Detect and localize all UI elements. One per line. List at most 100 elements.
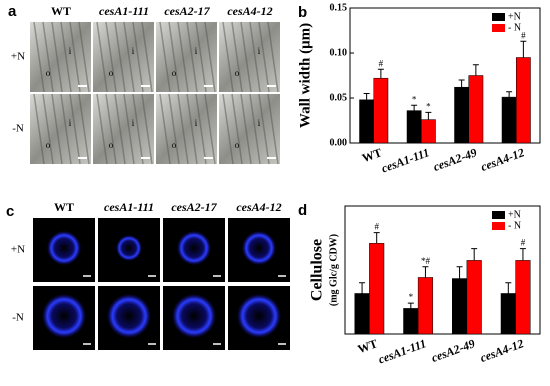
y-tick-label: 0.10 xyxy=(330,47,348,58)
panel-label: c xyxy=(6,203,14,220)
wall-layer xyxy=(258,93,270,165)
y-axis-label: Cellulose xyxy=(309,239,326,301)
bar xyxy=(406,110,422,144)
marker-label: i xyxy=(195,46,198,56)
column-label: cesA1-111 xyxy=(99,4,149,18)
panel-label: b xyxy=(298,4,307,21)
bar xyxy=(466,260,482,335)
x-tick-label: cesA1-111 xyxy=(376,336,428,366)
significance-mark: * xyxy=(409,292,414,302)
wall-layer xyxy=(132,21,144,93)
wall-layer xyxy=(186,93,198,165)
wall-layer xyxy=(159,21,171,93)
bar xyxy=(359,99,374,144)
legend-swatch xyxy=(492,13,505,21)
bar xyxy=(417,277,433,335)
wall-layer xyxy=(141,21,153,93)
row-label: +N xyxy=(11,244,25,256)
column-label: cesA1-111 xyxy=(104,200,154,214)
bar xyxy=(454,86,469,144)
column-label: WT xyxy=(54,200,74,214)
legend-label: +N xyxy=(508,209,521,220)
column-label: cesA2-17 xyxy=(171,200,217,214)
wall-layer xyxy=(78,21,90,93)
error-bar xyxy=(411,104,418,111)
column-label: cesA4-12 xyxy=(227,4,272,18)
bar xyxy=(421,119,436,144)
x-tick-label: cesA2-49 xyxy=(431,145,478,174)
cell-wall xyxy=(107,294,151,338)
error-bar xyxy=(520,40,527,58)
wall-layer xyxy=(258,21,270,93)
row-label: +N xyxy=(11,51,25,63)
wall-layer xyxy=(141,93,153,165)
wall-layer xyxy=(33,21,45,93)
wall-layer xyxy=(132,93,144,165)
legend-label: - N xyxy=(508,220,521,231)
x-tick-label: cesA1-111 xyxy=(379,145,431,175)
wall-layer xyxy=(231,93,243,165)
y-axis-label: Wall width (μm) xyxy=(297,23,313,128)
bar xyxy=(369,243,385,335)
cell-wall xyxy=(177,231,211,265)
wall-layer xyxy=(204,93,216,165)
wall-layer xyxy=(51,93,63,165)
x-tick-label: WT xyxy=(360,145,384,165)
significance-mark: # xyxy=(521,30,526,40)
wall-layer xyxy=(240,21,252,93)
wall-layer xyxy=(240,93,252,165)
column-label: cesA2-17 xyxy=(164,4,210,18)
wall-layer xyxy=(96,93,108,165)
wall-layer xyxy=(42,93,54,165)
significance-mark: # xyxy=(374,222,379,232)
wall-layer xyxy=(222,21,234,93)
error-bar xyxy=(363,93,370,100)
legend-swatch xyxy=(492,211,505,219)
wall-layer xyxy=(177,21,189,93)
marker-label: i xyxy=(195,118,198,128)
wall-layer xyxy=(168,21,180,93)
wall-layer xyxy=(222,93,234,165)
cell-wall xyxy=(47,231,81,265)
significance-mark: # xyxy=(521,238,526,248)
column-label: cesA4-12 xyxy=(236,200,281,214)
error-bar xyxy=(505,282,512,294)
error-bar xyxy=(425,111,432,120)
marker-label: o xyxy=(172,140,177,150)
panel-label: a xyxy=(8,3,17,20)
bar xyxy=(516,57,531,144)
wall-layer xyxy=(177,93,189,165)
marker-label: o xyxy=(109,68,114,78)
marker-label: i xyxy=(132,118,135,128)
error-bar xyxy=(519,248,526,261)
plot-frame xyxy=(344,205,541,335)
wall-layer xyxy=(114,21,126,93)
wall-layer xyxy=(78,93,90,165)
wall-layer xyxy=(267,21,279,93)
bar xyxy=(403,308,419,335)
significance-mark: # xyxy=(379,58,384,68)
wall-layer xyxy=(204,21,216,93)
marker-label: o xyxy=(109,140,114,150)
bar xyxy=(500,293,516,335)
error-bar xyxy=(456,266,463,279)
panel-label: d xyxy=(298,202,307,219)
wall-layer xyxy=(60,93,72,165)
marker-label: i xyxy=(69,118,72,128)
legend-label: +N xyxy=(508,11,521,22)
cell-wall xyxy=(242,231,276,265)
wall-layer xyxy=(69,21,81,93)
wall-layer xyxy=(123,21,135,93)
marker-label: o xyxy=(235,140,240,150)
x-tick-label: cesA4-12 xyxy=(478,336,525,365)
wall-layer xyxy=(33,93,45,165)
bar xyxy=(373,77,389,144)
marker-label: i xyxy=(132,46,135,56)
error-bar xyxy=(472,64,479,76)
wall-layer xyxy=(105,93,117,165)
wall-layer xyxy=(249,21,261,93)
wall-layer xyxy=(114,93,126,165)
significance-mark: *# xyxy=(421,256,431,266)
wall-layer xyxy=(231,21,243,93)
